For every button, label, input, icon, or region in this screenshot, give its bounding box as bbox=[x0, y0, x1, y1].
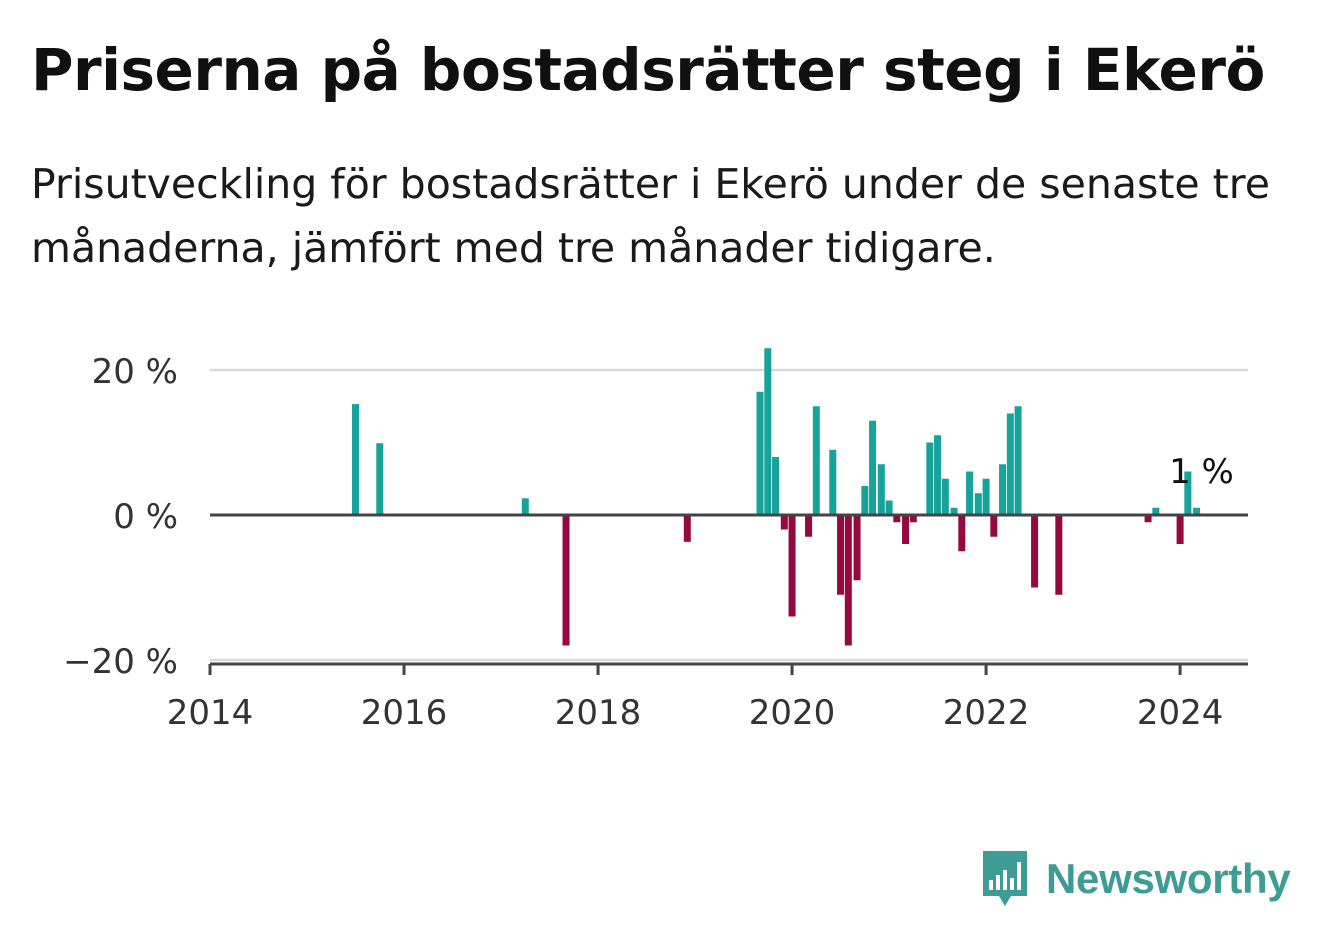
bar bbox=[902, 515, 910, 544]
bar bbox=[861, 486, 869, 515]
x-axis-ticks: 2014 2016 2018 2020 2022 2024 bbox=[167, 664, 1224, 733]
x-tick-label: 2024 bbox=[1137, 693, 1224, 733]
chart-subtitle: Prisutveckling för bostadsrätter i Ekerö… bbox=[31, 160, 1270, 272]
bar bbox=[1144, 515, 1152, 523]
bar bbox=[844, 515, 852, 646]
x-tick-label: 2016 bbox=[361, 693, 448, 733]
bar bbox=[1014, 406, 1022, 515]
x-tick-label: 2014 bbox=[167, 693, 254, 733]
bar bbox=[764, 348, 772, 515]
bar bbox=[885, 500, 893, 515]
y-tick-label: 20 % bbox=[92, 352, 178, 392]
speech-bubble-bar-chart-icon bbox=[980, 848, 1030, 910]
x-tick-label: 2022 bbox=[943, 693, 1030, 733]
bar bbox=[941, 478, 949, 515]
bar bbox=[877, 464, 885, 515]
bar bbox=[934, 435, 942, 515]
bar bbox=[1055, 515, 1063, 595]
bar bbox=[958, 515, 966, 552]
bar bbox=[982, 478, 990, 515]
bar bbox=[1176, 515, 1184, 544]
bar bbox=[788, 515, 796, 617]
bar bbox=[990, 515, 998, 537]
bar bbox=[780, 515, 788, 530]
value-annotation: 1 % bbox=[1169, 452, 1234, 492]
bar bbox=[926, 442, 934, 515]
bar bbox=[893, 515, 901, 523]
bar bbox=[1193, 507, 1201, 515]
bar bbox=[756, 391, 764, 515]
bar bbox=[376, 443, 384, 516]
bar bbox=[683, 515, 691, 542]
bar bbox=[562, 515, 570, 646]
bar bbox=[950, 507, 958, 515]
bar bbox=[772, 457, 780, 515]
bar bbox=[521, 498, 529, 515]
bar bbox=[829, 449, 837, 515]
bar bbox=[853, 515, 861, 581]
chart-title: Priserna på bostadsrätter steg i Ekerö bbox=[31, 36, 1265, 104]
y-tick-label: 0 % bbox=[113, 497, 178, 537]
y-tick-label: −20 % bbox=[63, 642, 178, 682]
bar bbox=[974, 493, 982, 515]
grid-lines bbox=[210, 368, 1248, 662]
bar bbox=[812, 406, 820, 515]
bar bbox=[966, 471, 974, 515]
bar bbox=[1152, 507, 1160, 515]
bar bbox=[1031, 515, 1039, 588]
annotations: 1 % bbox=[1169, 452, 1234, 492]
bar bbox=[909, 515, 917, 523]
bar bbox=[352, 404, 360, 515]
bar bbox=[1184, 471, 1192, 515]
bars bbox=[352, 348, 1201, 646]
y-axis-ticks: 20 % 0 % −20 % bbox=[63, 352, 178, 682]
bar bbox=[999, 464, 1007, 515]
bar bbox=[805, 515, 813, 537]
bar bbox=[837, 515, 845, 595]
newsworthy-logo: Newsworthy bbox=[980, 848, 1291, 910]
bar bbox=[1006, 413, 1014, 515]
bar bbox=[869, 420, 877, 515]
logo-text: Newsworthy bbox=[1046, 855, 1291, 902]
x-tick-label: 2020 bbox=[749, 693, 836, 733]
axes bbox=[210, 513, 1248, 666]
x-tick-label: 2018 bbox=[555, 693, 642, 733]
